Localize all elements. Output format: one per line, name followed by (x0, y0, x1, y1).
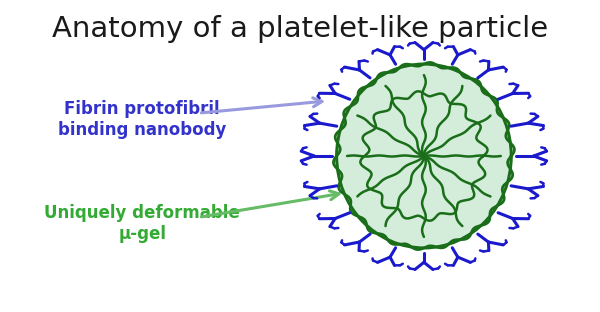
Text: Uniquely deformable
μ-gel: Uniquely deformable μ-gel (44, 204, 240, 243)
Text: Fibrin protofibril
binding nanobody: Fibrin protofibril binding nanobody (58, 100, 226, 139)
Ellipse shape (337, 64, 511, 248)
Text: Anatomy of a platelet-like particle: Anatomy of a platelet-like particle (52, 15, 548, 43)
